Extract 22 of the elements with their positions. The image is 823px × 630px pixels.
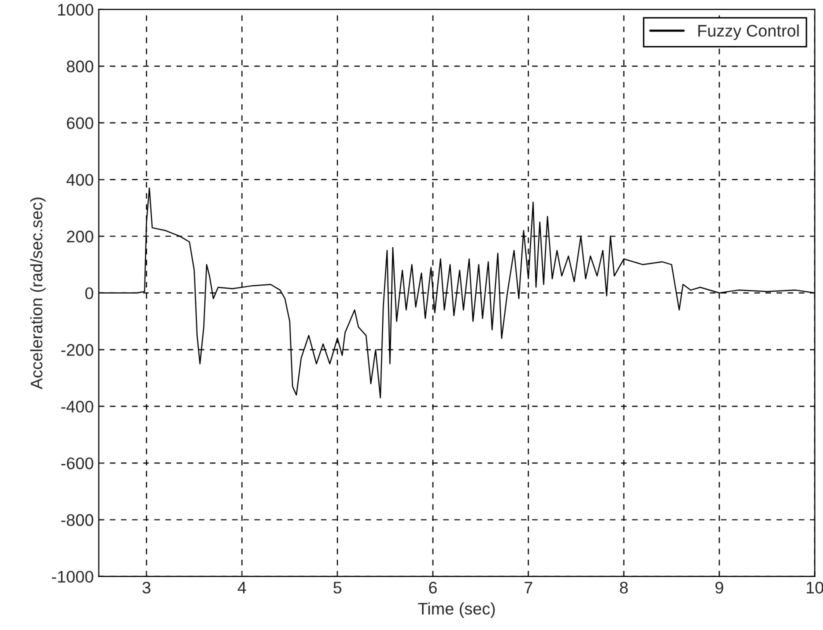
- x-tick-label: 3: [142, 582, 150, 594]
- x-tick-label: 6: [429, 582, 437, 594]
- x-axis-title: Time (sec): [418, 602, 495, 618]
- y-tick-label: -400: [61, 400, 94, 413]
- y-tick-label: 200: [66, 230, 94, 242]
- legend-label: Fuzzy Control: [698, 24, 799, 40]
- y-tick-label: 400: [66, 174, 94, 186]
- x-tick-label: 5: [333, 582, 342, 594]
- y-tick-label: -800: [61, 514, 94, 526]
- y-tick-label: 800: [66, 60, 94, 72]
- x-tick-label: 8: [620, 582, 628, 594]
- y-tick-label: -200: [61, 344, 94, 356]
- x-tick-label: 10: [806, 582, 823, 594]
- x-tick-label: 9: [715, 582, 724, 594]
- y-tick-label: -1000: [52, 570, 94, 583]
- y-tick-label: -600: [61, 457, 94, 470]
- x-tick-label: 7: [524, 582, 532, 594]
- y-tick-label: 600: [66, 117, 94, 130]
- y-tick-label: 1000: [58, 4, 94, 16]
- y-axis-title: Acceleration (rad/sec.sec): [30, 198, 46, 390]
- y-tick-label: 0: [85, 287, 94, 300]
- x-tick-label: 4: [238, 582, 246, 594]
